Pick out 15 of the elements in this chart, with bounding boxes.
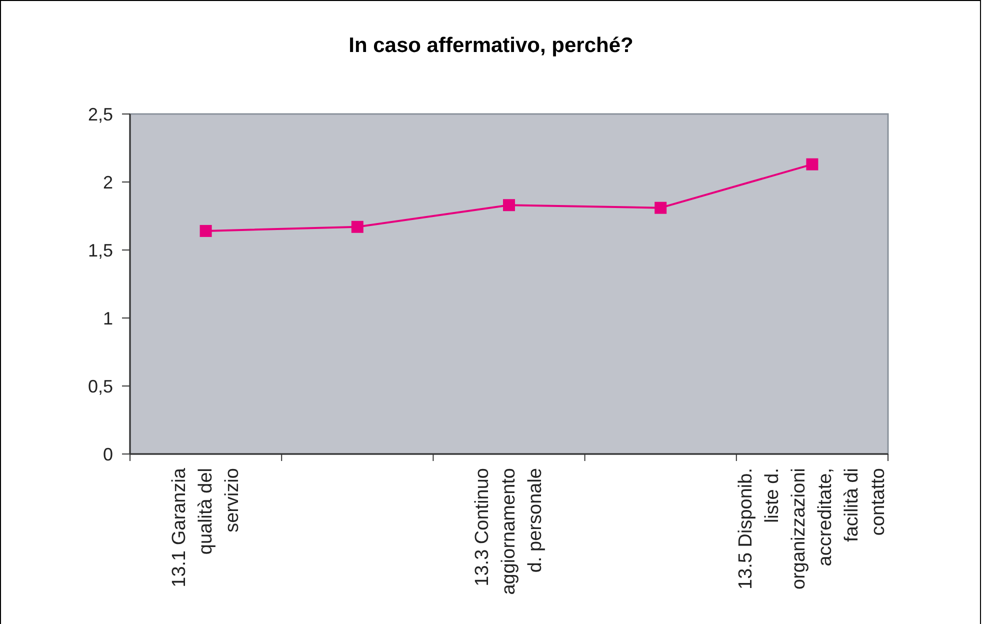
point bbox=[200, 224, 212, 237]
y-tick-label: 0,5 bbox=[88, 376, 113, 396]
y-tick-label: 2 bbox=[102, 172, 113, 192]
point bbox=[351, 220, 364, 233]
x-tick-label: 13.3 Continuo aggiornamento d. personale bbox=[472, 468, 546, 595]
point bbox=[503, 199, 515, 212]
chart-title: In caso affermativo, perché? bbox=[348, 34, 634, 57]
x-tick-label: 13.1 Garanzia qualità del servizio bbox=[168, 468, 243, 588]
point bbox=[806, 158, 818, 170]
y-tick-label: 2,5 bbox=[88, 104, 113, 124]
y-tick-label: 0 bbox=[102, 444, 113, 464]
point bbox=[654, 202, 667, 214]
x-tick-label: 13.5 Disponib. liste d. organizzazioni accreditate, facilità di contatto bbox=[735, 468, 889, 590]
y-tick-label: 1 bbox=[102, 308, 113, 328]
y-tick-label: 1,5 bbox=[88, 240, 113, 260]
